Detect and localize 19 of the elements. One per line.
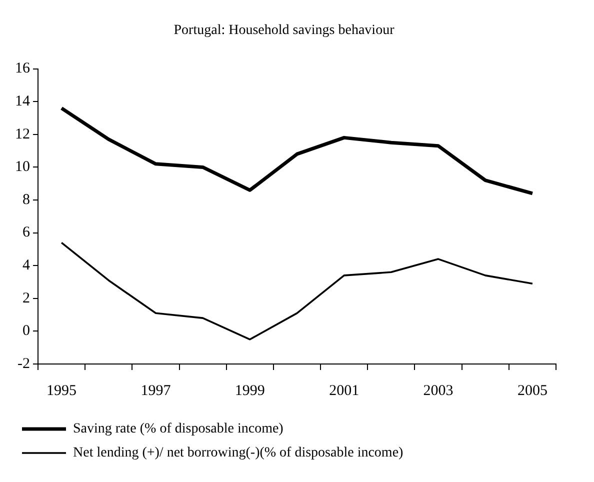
- y-tick-label: 2: [22, 290, 30, 306]
- y-tick-label: 10: [15, 159, 30, 176]
- y-tick-label: 12: [15, 126, 30, 142]
- x-tick-label: 2005: [517, 382, 548, 399]
- y-tick-label: 14: [15, 94, 30, 110]
- x-tick-label: 2003: [423, 382, 454, 399]
- y-tick-label: 6: [22, 224, 30, 241]
- x-tick-label: 1999: [234, 382, 265, 399]
- y-tick-label: 4: [22, 258, 30, 274]
- x-tick-label: 1995: [46, 382, 77, 399]
- chart-title: Portugal: Household savings behaviour: [174, 23, 395, 38]
- legend-label: Saving rate (% of disposable income): [73, 422, 284, 437]
- y-tick-label: 16: [15, 60, 30, 77]
- y-tick-label: 0: [22, 323, 30, 340]
- x-tick-label: 2001: [329, 382, 360, 399]
- legend-label: Net lending (+)/ net borrowing(-)(% of disposable income): [73, 446, 404, 461]
- y-tick-label: -2: [18, 356, 30, 372]
- y-tick-label: 8: [22, 192, 30, 208]
- x-tick-label: 1997: [140, 382, 172, 399]
